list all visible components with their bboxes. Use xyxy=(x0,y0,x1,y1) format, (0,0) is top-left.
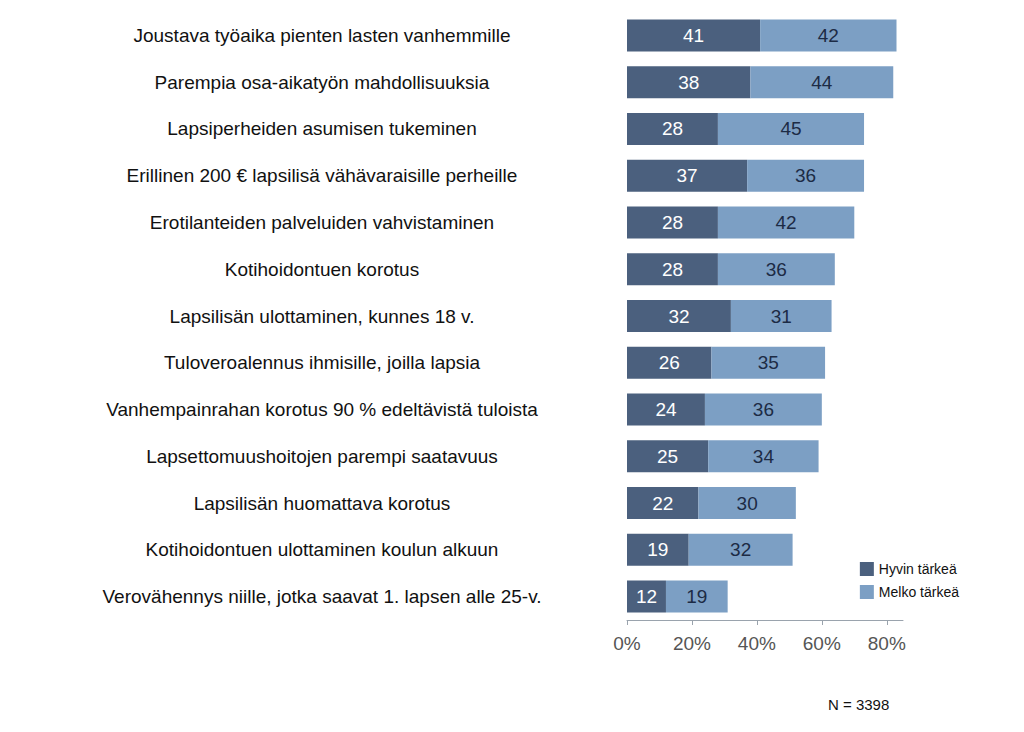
svg-text:38: 38 xyxy=(678,72,699,93)
svg-text:Parempia osa-aikatyön mahdolli: Parempia osa-aikatyön mahdollisuuksia xyxy=(155,72,490,93)
svg-text:40%: 40% xyxy=(738,633,776,654)
svg-text:Tuloveroalennus ihmisille, joi: Tuloveroalennus ihmisille, joilla lapsia xyxy=(164,352,481,373)
svg-text:Verovähennys niille, jotka saa: Verovähennys niille, jotka saavat 1. lap… xyxy=(102,586,541,607)
svg-text:Vanhempainrahan korotus 90 % e: Vanhempainrahan korotus 90 % edeltävistä… xyxy=(106,399,538,420)
svg-text:32: 32 xyxy=(668,306,689,327)
svg-text:24: 24 xyxy=(655,399,677,420)
svg-text:Lapsiperheiden asumisen tukemi: Lapsiperheiden asumisen tukeminen xyxy=(167,118,476,139)
svg-text:26: 26 xyxy=(659,352,680,373)
svg-text:Erillinen 200 € lapsilisä vähä: Erillinen 200 € lapsilisä vähävaraisille… xyxy=(127,165,518,186)
svg-text:36: 36 xyxy=(795,165,816,186)
svg-text:45: 45 xyxy=(780,118,801,139)
svg-text:Kotihoidontuen korotus: Kotihoidontuen korotus xyxy=(225,259,419,280)
svg-text:Kotihoidontuen ulottaminen kou: Kotihoidontuen ulottaminen koulun alkuun xyxy=(146,539,499,560)
svg-text:20%: 20% xyxy=(673,633,711,654)
svg-text:37: 37 xyxy=(677,165,698,186)
svg-text:Joustava työaika pienten laste: Joustava työaika pienten lasten vanhemmi… xyxy=(133,25,510,46)
svg-text:28: 28 xyxy=(662,212,683,233)
svg-text:44: 44 xyxy=(811,72,833,93)
svg-text:19: 19 xyxy=(647,539,668,560)
svg-text:28: 28 xyxy=(662,259,683,280)
svg-text:31: 31 xyxy=(771,306,792,327)
svg-text:42: 42 xyxy=(776,212,797,233)
svg-text:19: 19 xyxy=(686,586,707,607)
svg-text:Lapsilisän ulottaminen, kunnes: Lapsilisän ulottaminen, kunnes 18 v. xyxy=(170,306,475,327)
svg-text:36: 36 xyxy=(753,399,774,420)
svg-text:80%: 80% xyxy=(868,633,906,654)
svg-text:34: 34 xyxy=(753,446,775,467)
svg-text:32: 32 xyxy=(730,539,751,560)
svg-text:Hyvin tärkeä: Hyvin tärkeä xyxy=(879,561,957,577)
svg-text:Lapsilisän huomattava korotus: Lapsilisän huomattava korotus xyxy=(194,493,451,514)
svg-text:36: 36 xyxy=(766,259,787,280)
svg-text:28: 28 xyxy=(662,118,683,139)
svg-text:60%: 60% xyxy=(803,633,841,654)
svg-text:25: 25 xyxy=(657,446,678,467)
svg-text:0%: 0% xyxy=(613,633,641,654)
svg-text:N = 3398: N = 3398 xyxy=(828,696,889,713)
svg-text:30: 30 xyxy=(737,493,758,514)
svg-text:41: 41 xyxy=(683,25,704,46)
svg-text:Melko tärkeä: Melko tärkeä xyxy=(879,584,959,600)
svg-text:42: 42 xyxy=(818,25,839,46)
svg-text:Erotilanteiden palveluiden vah: Erotilanteiden palveluiden vahvistaminen xyxy=(150,212,494,233)
svg-text:Lapsettomuushoitojen parempi s: Lapsettomuushoitojen parempi saatavuus xyxy=(146,446,498,467)
svg-text:22: 22 xyxy=(652,493,673,514)
svg-text:35: 35 xyxy=(758,352,779,373)
svg-text:12: 12 xyxy=(636,586,657,607)
